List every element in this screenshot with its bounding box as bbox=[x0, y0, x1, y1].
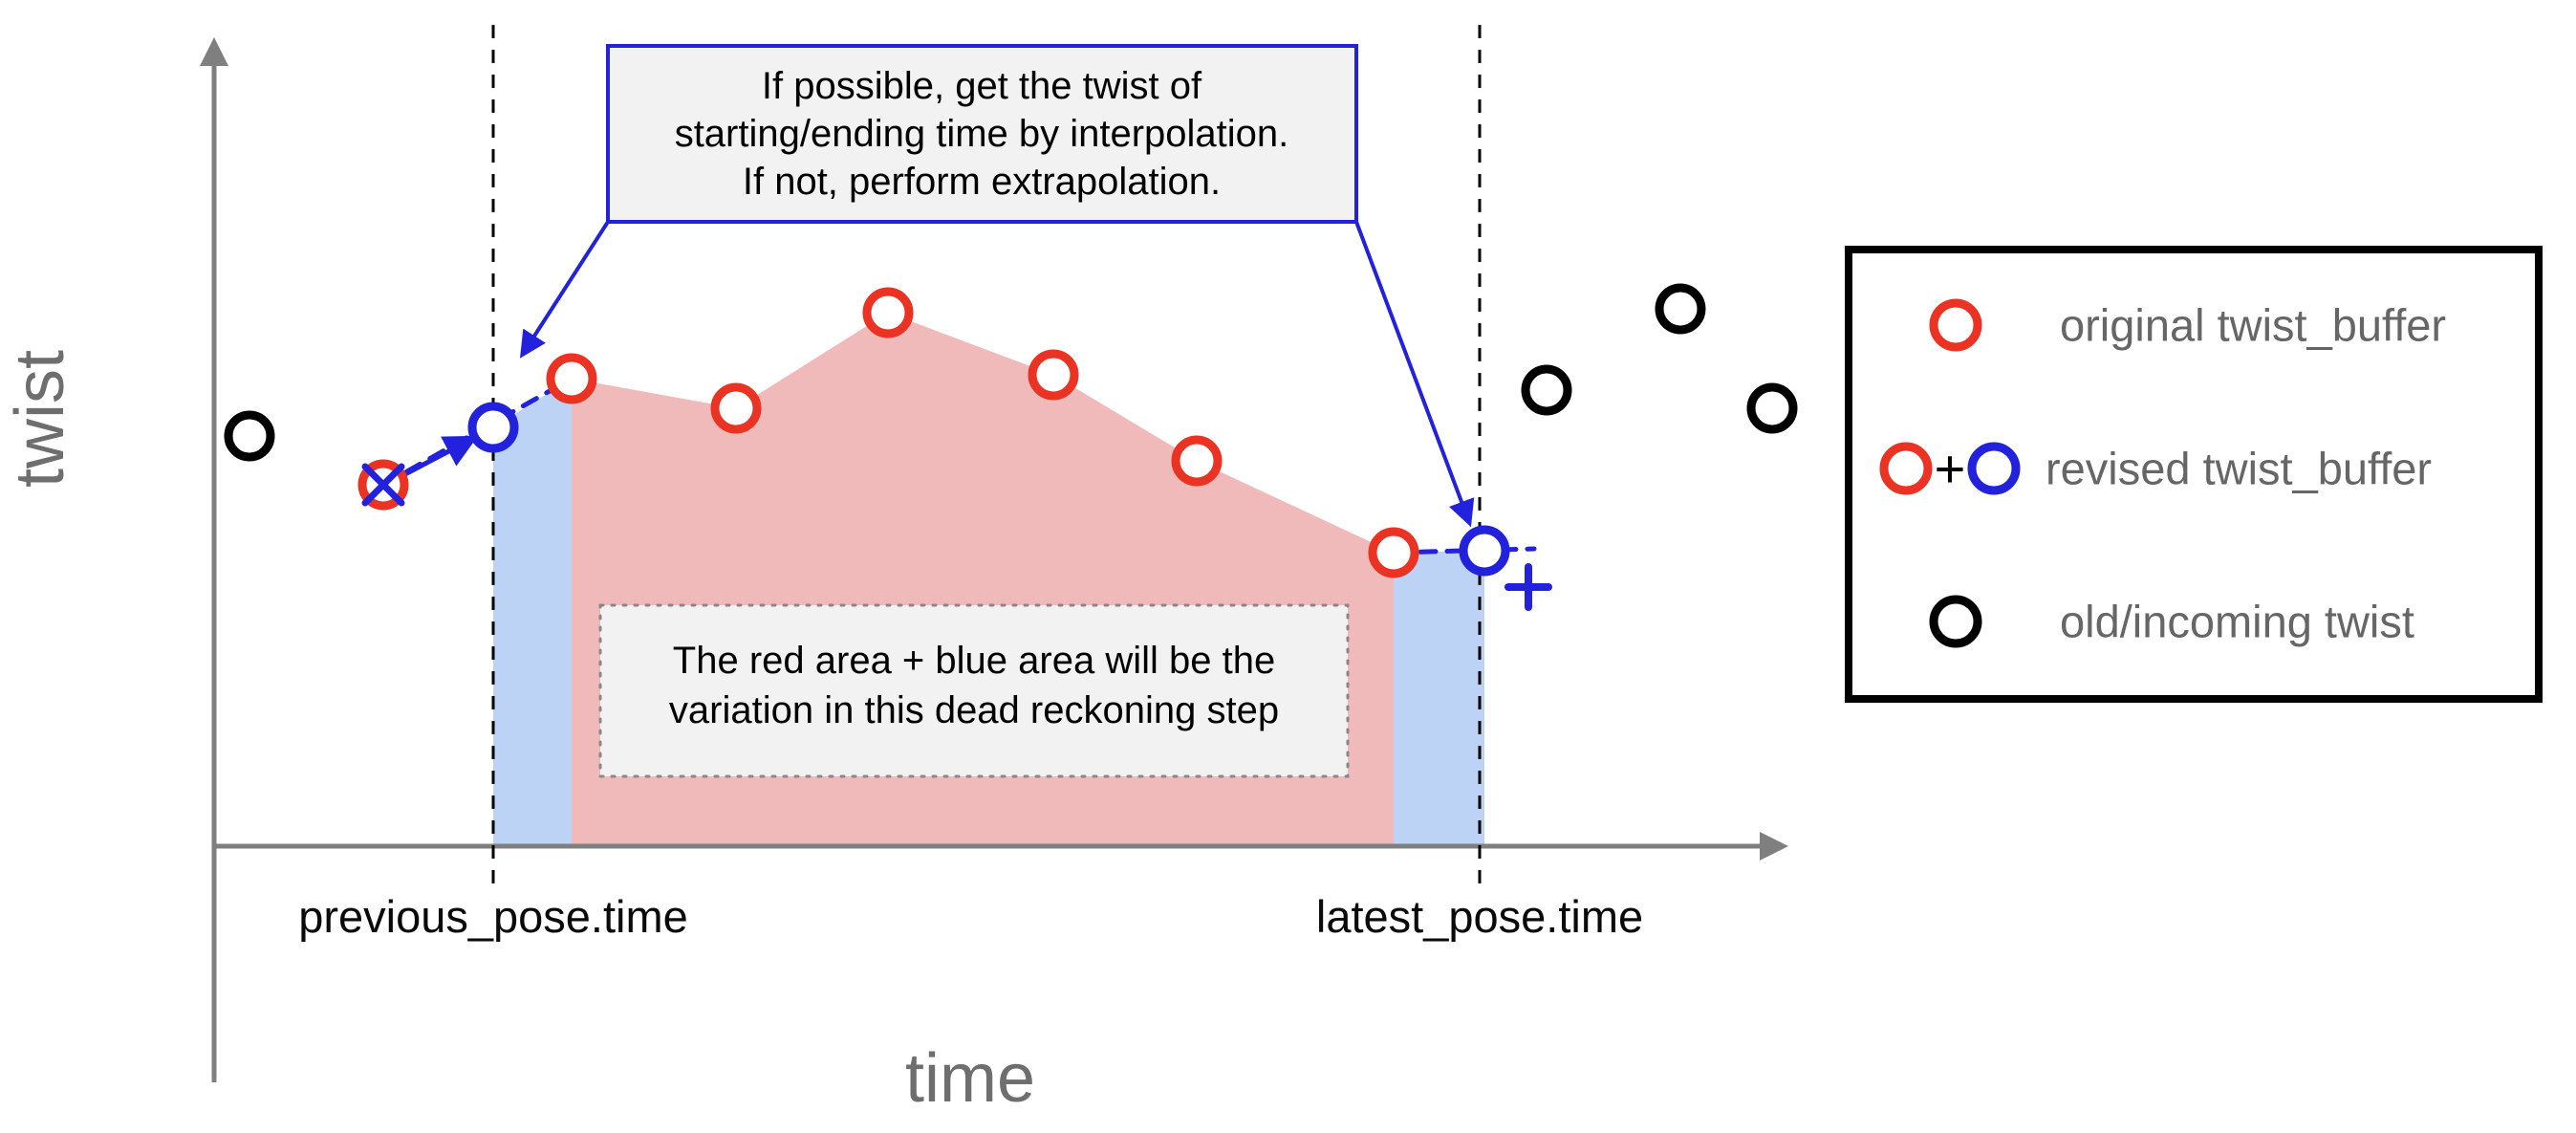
blue-points-marker bbox=[467, 402, 519, 453]
interpolation-note-line3: If not, perform extrapolation. bbox=[743, 161, 1221, 203]
blue-points-marker bbox=[1459, 525, 1510, 577]
interpolation-note: If possible, get the twist of starting/e… bbox=[519, 44, 1475, 528]
red-circle-icon bbox=[1879, 442, 1933, 495]
y-axis-label: twist bbox=[2, 350, 78, 488]
old-incoming-twist-points bbox=[224, 283, 1798, 462]
note-arrow-right-icon bbox=[1354, 221, 1475, 528]
legend-label-original: original twist_buffer bbox=[2060, 300, 2446, 351]
interpolation-note-box bbox=[606, 44, 1358, 224]
black-circle-icon bbox=[1929, 595, 1982, 648]
red-points-marker bbox=[1028, 349, 1079, 401]
red-points-marker bbox=[1368, 527, 1419, 578]
area-note: The red area + blue area will be the var… bbox=[598, 603, 1350, 778]
black-points-marker bbox=[1655, 283, 1706, 335]
red-points-marker bbox=[710, 382, 762, 434]
black-points-marker bbox=[1521, 364, 1572, 416]
area-note-line1: The red area + blue area will be the bbox=[673, 640, 1275, 682]
latest-pose-time-label: latest_pose.time bbox=[1316, 891, 1643, 942]
added-twist-plus-icon bbox=[1504, 563, 1552, 611]
axes bbox=[200, 37, 1788, 1082]
time-markers bbox=[491, 25, 1482, 889]
x-axis-label: time bbox=[905, 1040, 1035, 1117]
red-points-marker bbox=[546, 353, 597, 404]
plus-icon: + bbox=[1935, 439, 1966, 499]
black-points-marker bbox=[224, 410, 275, 462]
red-points-marker bbox=[1171, 435, 1223, 487]
legend-label-revised: revised twist_buffer bbox=[2046, 444, 2432, 494]
interpolation-note-line2: starting/ending time by interpolation. bbox=[675, 113, 1289, 155]
previous-pose-time-label: previous_pose.time bbox=[298, 891, 688, 942]
revision-arrow-icon bbox=[400, 435, 479, 479]
note-arrow-left-icon bbox=[519, 220, 610, 359]
red-circle-icon bbox=[1929, 298, 1982, 352]
legend-label-old-incoming: old/incoming twist bbox=[2060, 597, 2414, 647]
legend-item-original: original twist_buffer bbox=[1929, 298, 2446, 352]
original-twist-buffer-points bbox=[546, 287, 1419, 578]
area-note-box bbox=[598, 603, 1350, 778]
legend-item-revised: + revised twist_buffer bbox=[1879, 439, 2432, 499]
removed-twist-point bbox=[357, 459, 409, 511]
area-note-line2: variation in this dead reckoning step bbox=[669, 689, 1279, 731]
legend: original twist_buffer + revised twist_bu… bbox=[1845, 246, 2543, 703]
red-points-marker bbox=[862, 287, 914, 338]
blue-circle-icon bbox=[1967, 442, 2021, 495]
black-points-marker bbox=[1746, 382, 1798, 434]
interpolation-note-line1: If possible, get the twist of bbox=[762, 65, 1202, 107]
legend-item-old-incoming: old/incoming twist bbox=[1929, 595, 2414, 648]
revised-twist-buffer-points bbox=[467, 402, 1510, 577]
blue-area-right bbox=[1394, 551, 1484, 846]
blue-area-left bbox=[493, 379, 572, 846]
x-mark-icon bbox=[361, 463, 405, 507]
